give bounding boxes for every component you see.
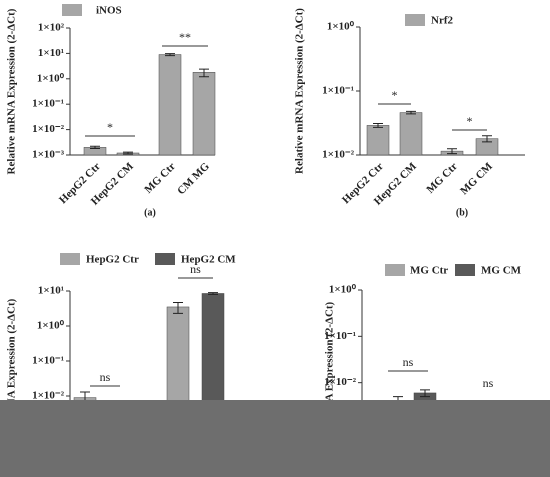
error-bar — [482, 135, 492, 143]
x-tick-label: MG CM — [458, 160, 495, 197]
overlay — [0, 400, 550, 477]
y-tick-label: 1×10⁻¹ — [322, 85, 354, 97]
significance-label: * — [467, 114, 473, 128]
y-tick-label: 1×10⁻³ — [32, 149, 65, 161]
x-tick-label: CM MG — [175, 160, 212, 197]
error-bar — [373, 123, 383, 128]
y-tick-label: 1×10⁻² — [32, 123, 65, 135]
error-bar — [447, 148, 457, 155]
legend-label: HepG2 Ctr — [86, 254, 139, 266]
y-axis-label: mRNA Expression (2-ΔCt) — [6, 298, 18, 423]
error-bar — [208, 292, 218, 295]
y-tick-label: 1×10⁻² — [324, 376, 357, 388]
significance-label: ns — [483, 376, 494, 390]
y-tick-label: 1×10⁻² — [32, 390, 65, 402]
legend-swatch — [155, 253, 175, 265]
legend-label: HepG2 CM — [181, 254, 236, 266]
significance-label: * — [392, 88, 398, 102]
error-bar — [420, 389, 430, 398]
y-tick-label: 1×10⁻¹ — [32, 98, 64, 110]
legend-swatch — [62, 4, 82, 16]
legend-swatch — [60, 253, 80, 265]
y-axis-label: RNA Expression (2-ΔCt) — [324, 301, 336, 417]
y-tick-label: 1×10⁰ — [327, 21, 355, 33]
error-bar — [406, 110, 416, 115]
y-tick-label: 1×10⁰ — [329, 284, 357, 296]
error-bar — [123, 151, 133, 155]
y-tick-label: 1×10² — [38, 22, 65, 34]
bar — [366, 125, 390, 156]
y-tick-label: 1×10¹ — [38, 285, 64, 297]
legend-label: MG Ctr — [410, 265, 448, 277]
x-tick-label: MG Ctr — [142, 160, 178, 196]
y-tick-label: 1×10⁻¹ — [324, 330, 356, 342]
significance-label: ns — [403, 355, 414, 369]
error-bar — [173, 301, 183, 314]
significance-label: ns — [100, 370, 111, 384]
legend-label: MG CM — [481, 265, 522, 277]
bar — [399, 112, 423, 156]
significance-label: ns — [190, 262, 201, 276]
y-tick-label: 1×10⁰ — [37, 320, 65, 332]
y-tick-label: 1×10⁻¹ — [32, 355, 64, 367]
y-tick-label: 1×10⁻² — [322, 149, 355, 161]
legend-swatch — [385, 264, 405, 276]
legend-swatch — [405, 14, 425, 26]
error-bar — [199, 68, 209, 78]
caption: (b) — [456, 207, 468, 218]
y-tick-label: 1×10⁰ — [37, 72, 65, 84]
significance-label: * — [107, 120, 113, 134]
caption: (a) — [144, 207, 156, 218]
y-axis-label: Relative mRNA Expression (2-ΔCt) — [6, 8, 18, 174]
significance-label: ** — [179, 30, 191, 44]
y-axis-label: Relative mRNA Expression (2-ΔCt) — [294, 8, 306, 174]
error-bar — [90, 145, 100, 150]
error-bar — [165, 53, 175, 57]
legend-label: Nrf2 — [431, 15, 453, 27]
y-tick-label: 1×10¹ — [38, 47, 64, 59]
legend-swatch — [455, 264, 475, 276]
bar — [158, 54, 182, 156]
legend-label: iNOS — [96, 5, 122, 17]
bar — [192, 72, 216, 156]
x-tick-label: MG Ctr — [424, 160, 460, 196]
